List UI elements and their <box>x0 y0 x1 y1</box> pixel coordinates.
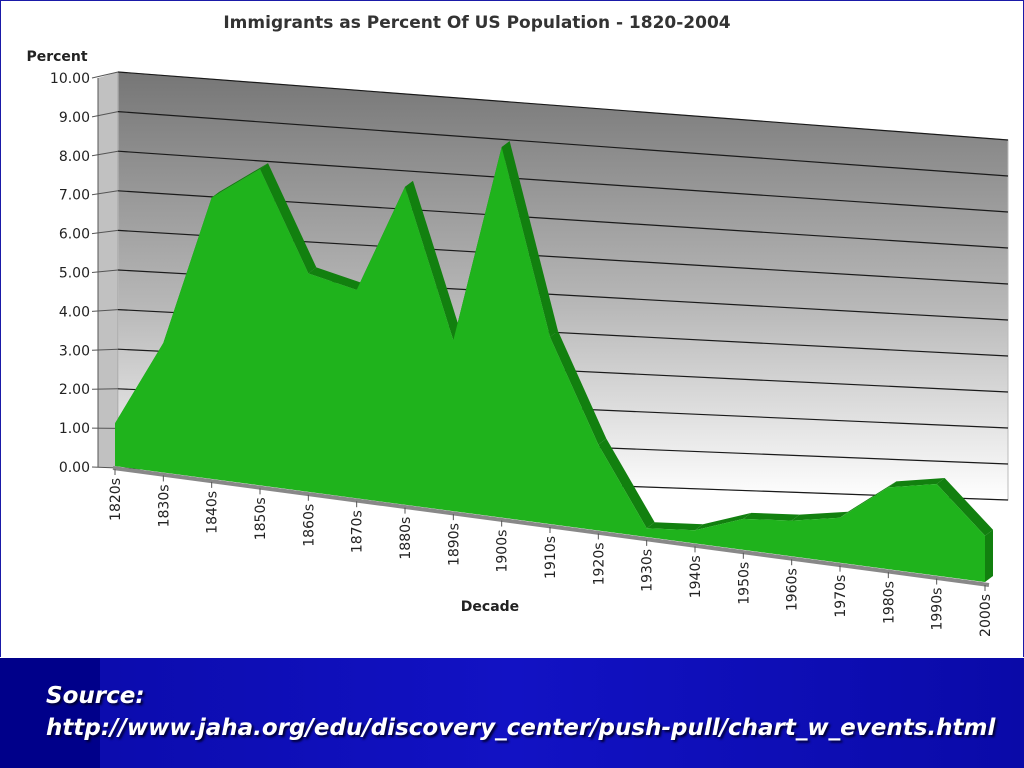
x-axis-line <box>112 466 990 587</box>
gridline-side <box>91 71 119 79</box>
area-side-face <box>695 512 752 531</box>
gridline-side <box>91 269 119 273</box>
side-wall-panel <box>98 72 118 468</box>
source-url[interactable]: http://www.jaha.org/edu/discovery_center… <box>46 715 996 741</box>
area-fill <box>115 147 985 582</box>
x-tick-label: 1960s <box>785 568 801 611</box>
x-tick-label: 1840s <box>205 491 221 534</box>
x-tick-label: 1860s <box>301 504 317 547</box>
x-tick-label: 1890s <box>446 523 462 566</box>
chart: Immigrants as Percent Of US Population -… <box>26 13 1009 637</box>
gridline <box>117 71 1009 141</box>
area-side-face <box>260 163 317 274</box>
x-tick-label: 2000s <box>978 594 994 637</box>
x-tick-label: 1950s <box>736 562 752 605</box>
y-tick-label: 3.00 <box>59 343 90 359</box>
chart-title: Immigrants as Percent Of US Population -… <box>223 13 730 33</box>
source-footer: Source: http://www.jaha.org/edu/discover… <box>0 658 1024 768</box>
x-tick-label: 1900s <box>495 530 511 573</box>
area-side-face <box>405 180 462 341</box>
x-tick-label: 1920s <box>591 542 607 585</box>
x-tick-label: 1930s <box>640 549 656 592</box>
gridline-side <box>91 348 119 351</box>
x-tick-label: 1850s <box>253 497 269 540</box>
area-side-face <box>598 438 655 529</box>
x-tick-label: 1820s <box>108 478 124 521</box>
y-tick-label: 8.00 <box>59 149 90 165</box>
area-side-face <box>743 512 800 521</box>
gridline-side <box>91 190 119 196</box>
x-tick-labels: 1820s 1830s 1840s 1850s 1860s 1870s 1880s 1890s… <box>108 469 994 637</box>
y-tick-label: 9.00 <box>59 110 90 126</box>
area-side-face <box>646 522 703 531</box>
x-tick-label: 1940s <box>688 555 704 598</box>
gridline <box>117 150 1009 213</box>
y-tick-label: 4.00 <box>59 304 90 320</box>
x-tick-label: 1910s <box>543 536 559 579</box>
area-side-face <box>211 163 268 198</box>
y-tick-label: 5.00 <box>59 266 90 282</box>
y-tick-label: 7.00 <box>59 188 90 204</box>
area-side-face <box>501 141 558 337</box>
gridline-side <box>91 309 119 312</box>
x-tick-label: 1880s <box>398 517 414 560</box>
y-tick-label: 10.00 <box>50 71 90 87</box>
source-citation: Source: http://www.jaha.org/edu/discover… <box>46 680 1016 744</box>
area-side-face <box>550 331 607 445</box>
x-tick-label: 1830s <box>156 484 172 527</box>
gridline-side <box>91 150 119 157</box>
gridline <box>117 111 1009 177</box>
source-label: Source: <box>46 683 145 709</box>
x-tick-label: 1970s <box>833 575 849 618</box>
area-side-face <box>308 267 365 290</box>
y-axis-label: Percent <box>26 49 87 65</box>
x-tick-label: 1980s <box>881 581 897 624</box>
y-tick-label: 2.00 <box>59 382 90 398</box>
gridline-side <box>91 111 119 118</box>
y-tick-labels: 0.00 1.00 2.00 3.00 4.00 5.00 6.00 7.00 8.00 9.00… <box>50 71 90 476</box>
y-tick-label: 1.00 <box>59 421 90 437</box>
area-end-cap <box>985 529 993 582</box>
area-side-face <box>936 477 993 536</box>
x-tick-label: 1990s <box>930 588 946 631</box>
area-side-face <box>840 481 897 518</box>
area-series <box>114 141 993 582</box>
y-tick-label: 0.00 <box>59 460 90 476</box>
footer-shade <box>0 658 100 768</box>
x-tick-label: 1870s <box>350 510 366 553</box>
area-side-face <box>791 511 848 521</box>
y-tick-label: 6.00 <box>59 227 90 243</box>
area-side-face <box>888 477 945 488</box>
x-axis-label: Decade <box>461 599 519 615</box>
gridline-side <box>91 229 119 235</box>
